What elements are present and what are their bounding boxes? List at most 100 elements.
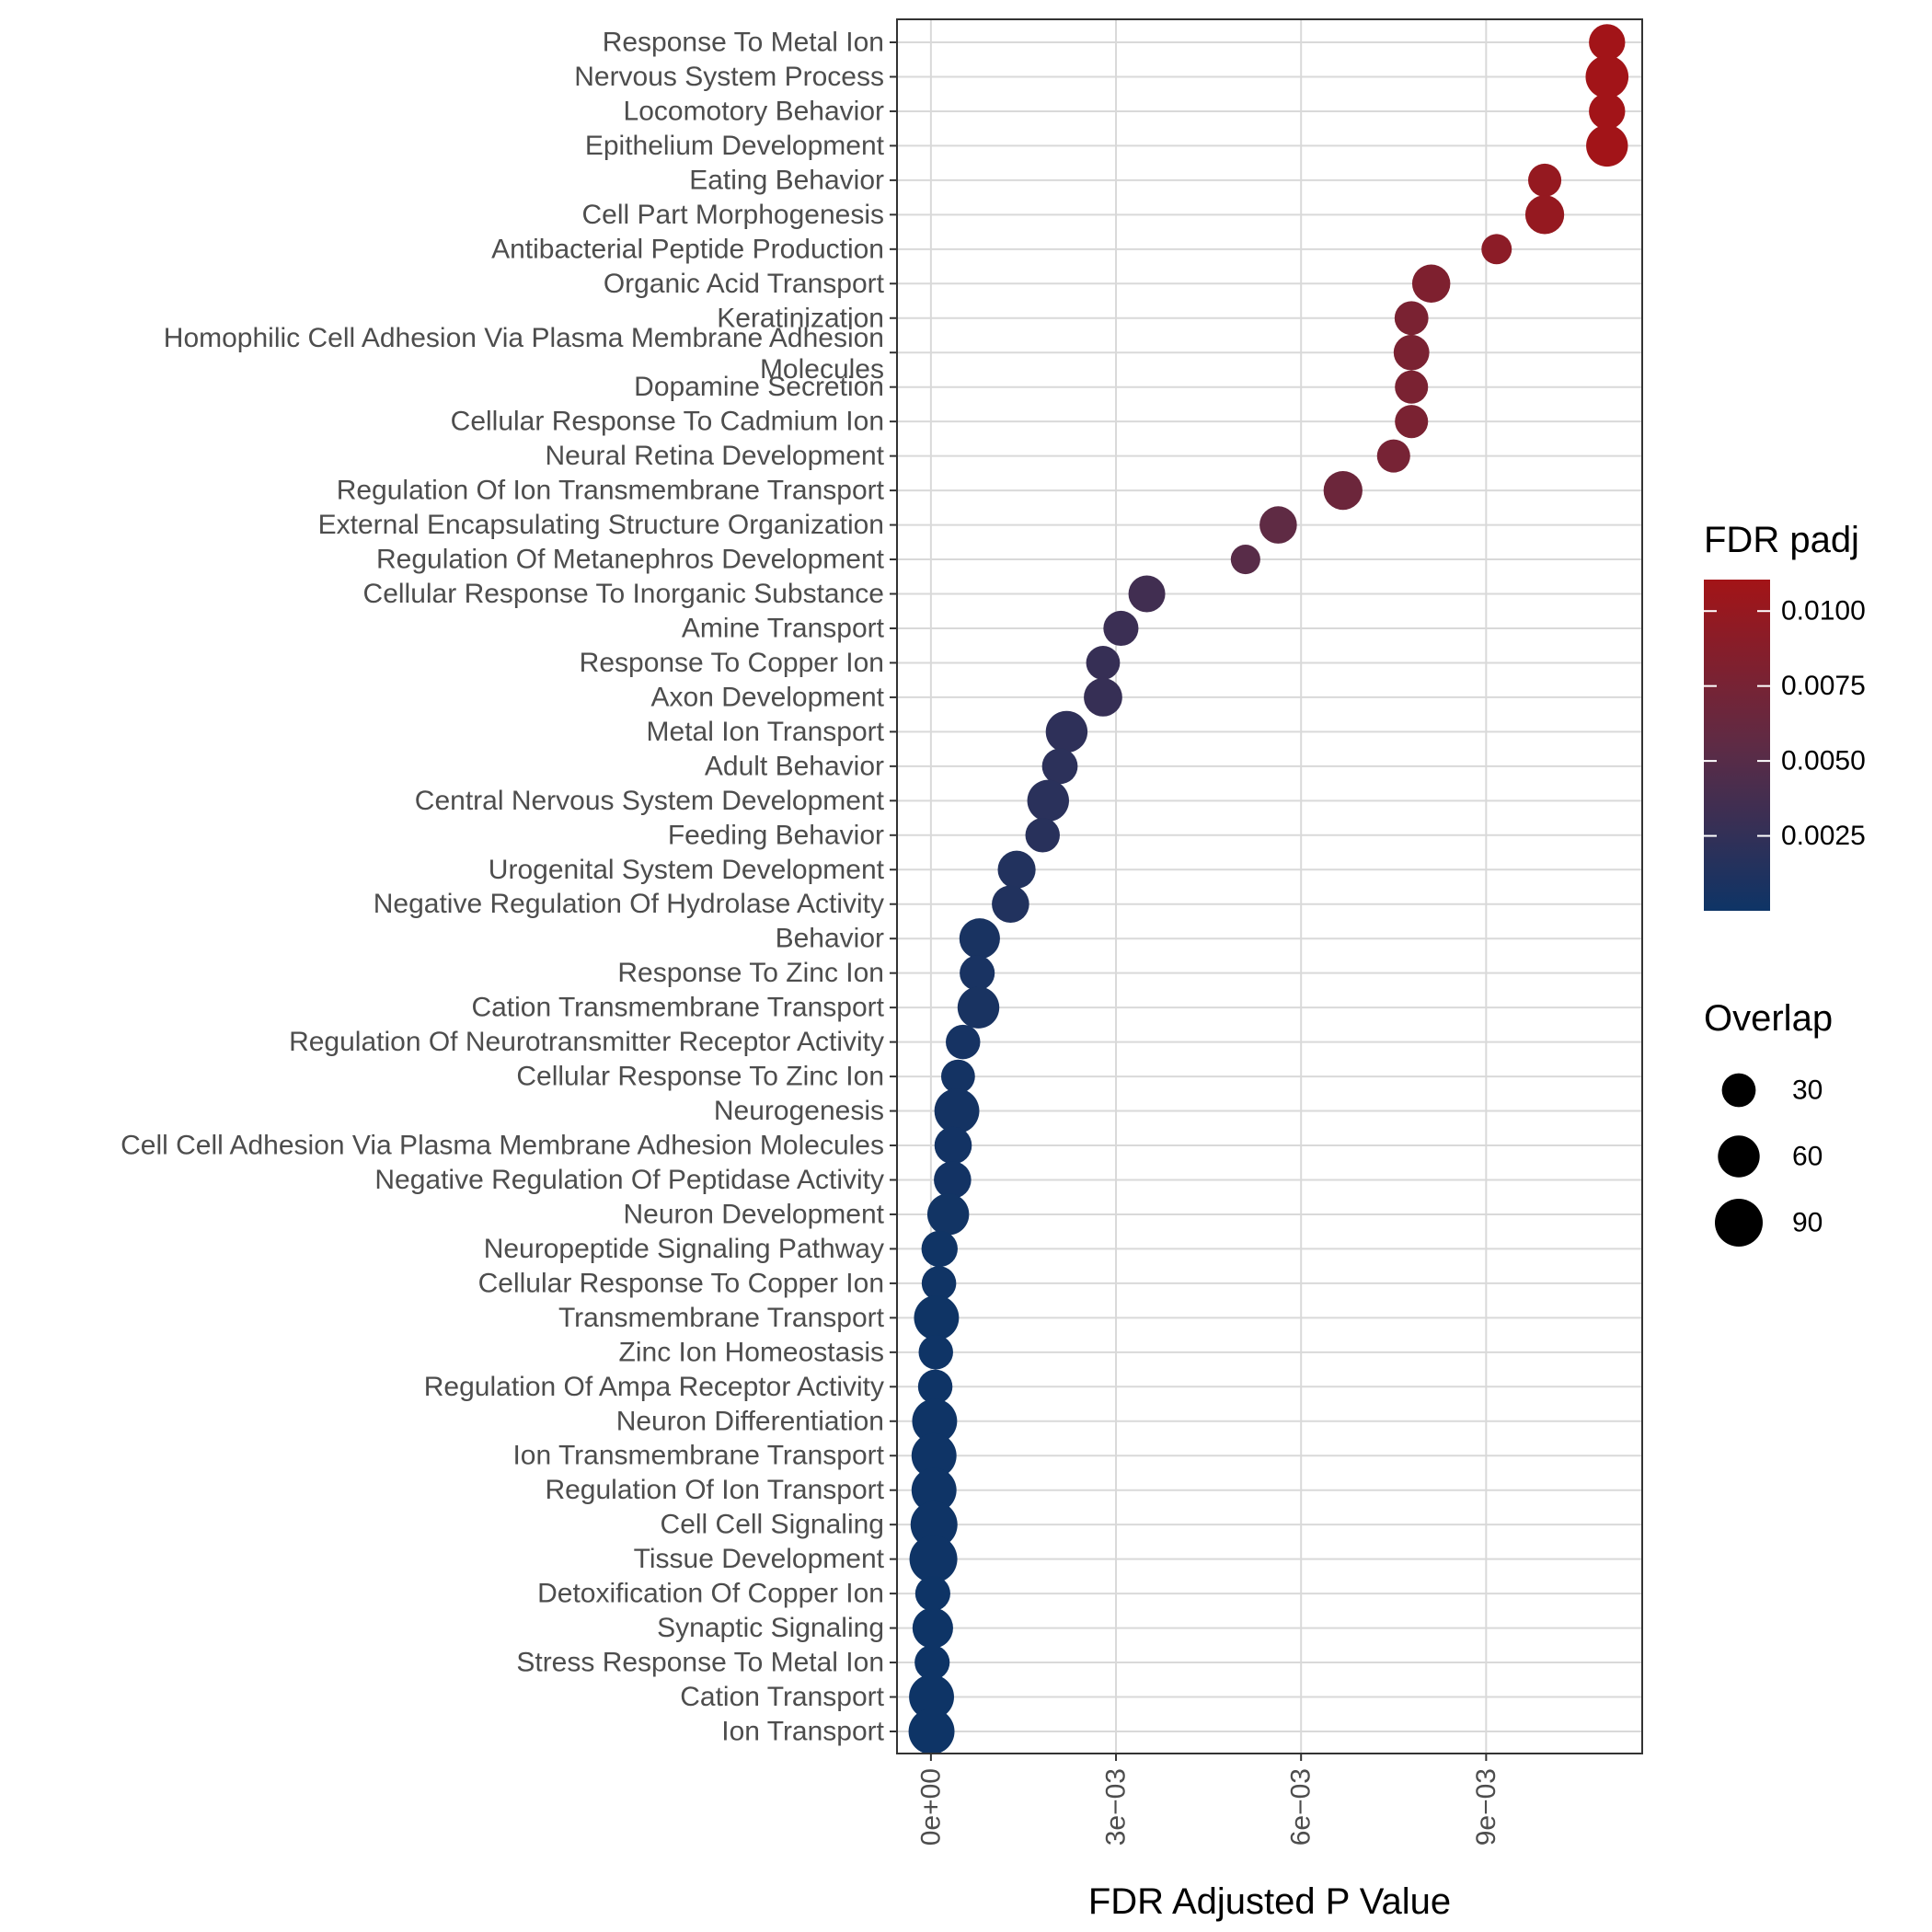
data-point	[908, 1708, 955, 1754]
size-legend-circle	[1718, 1135, 1760, 1178]
y-tick-label: Epithelium Development	[585, 131, 885, 161]
data-point	[909, 1674, 954, 1719]
data-point	[1395, 405, 1429, 439]
data-point	[1586, 124, 1628, 167]
data-point	[992, 885, 1029, 924]
y-tick-label: Nervous System Process	[574, 62, 884, 92]
data-point	[1376, 439, 1410, 473]
y-tick-label: Neuron Development	[624, 1199, 885, 1229]
data-point	[921, 1230, 958, 1268]
data-point	[940, 1059, 975, 1094]
y-tick-label: Urogenital System Development	[489, 855, 885, 885]
data-point	[918, 1335, 953, 1370]
data-point	[934, 1126, 972, 1165]
data-point	[910, 1501, 958, 1548]
y-tick-label: Cation Transmembrane Transport	[471, 993, 884, 1023]
data-point	[934, 1088, 980, 1133]
y-tick-label: Neurogenesis	[714, 1096, 884, 1126]
y-tick-label: Negative Regulation Of Peptidase Activit…	[374, 1165, 884, 1195]
y-tick-label: Feeding Behavior	[668, 820, 884, 850]
y-tick-label: Organic Acid Transport	[604, 269, 885, 299]
data-point	[1395, 370, 1429, 404]
data-point	[911, 1432, 957, 1478]
data-point	[1589, 24, 1626, 61]
y-tick-label: Keratinization	[717, 303, 884, 333]
y-tick-label: Cell Part Morphogenesis	[582, 200, 885, 230]
x-axis: 0e+00 3e−03 6e−03 9e−03	[915, 1754, 1501, 1846]
y-tick-label: Axon Development	[651, 682, 885, 712]
data-point	[1103, 610, 1139, 647]
y-tick-label: Synaptic Signaling	[657, 1613, 884, 1643]
y-tick-label: Amine Transport	[682, 613, 885, 643]
y-tick-label: Eating Behavior	[689, 165, 884, 195]
data-point	[960, 955, 995, 991]
y-tick-label: Regulation Of Neurotransmitter Receptor …	[289, 1027, 884, 1057]
y-tick-label: Cellular Response To Copper Ion	[478, 1268, 884, 1298]
color-legend-label: 0.0025	[1781, 821, 1866, 851]
data-point	[1230, 544, 1260, 575]
grid	[897, 19, 1642, 1754]
y-tick-label: Neuropeptide Signaling Pathway	[484, 1234, 884, 1264]
data-point	[957, 986, 1000, 1029]
data-point	[1585, 55, 1629, 98]
data-point	[1027, 779, 1069, 822]
data-point	[1524, 195, 1565, 235]
y-tick-label: Neuron Differentiation	[616, 1406, 884, 1436]
y-tick-label: Cell Cell Signaling	[661, 1510, 884, 1540]
data-point	[1481, 234, 1512, 265]
y-tick-label: Stress Response To Metal Ion	[516, 1648, 884, 1678]
y-tick-label: Neural Retina Development	[545, 441, 884, 471]
data-point	[1323, 470, 1363, 511]
data-point	[1411, 264, 1451, 304]
data-point	[911, 1467, 957, 1513]
y-tick-label: Behavior	[776, 924, 884, 954]
y-tick-label: Zinc Ion Homeostasis	[619, 1337, 884, 1367]
y-tick-label: Central Nervous System Development	[415, 786, 885, 816]
y-tick-label: External Encapsulating Structure Organiz…	[318, 510, 884, 540]
y-tick-label: Regulation Of Ion Transmembrane Transpor…	[337, 476, 885, 506]
data-point	[946, 1024, 981, 1060]
y-tick-label: Metal Ion Transport	[647, 717, 885, 747]
data-point	[912, 1398, 958, 1444]
y-tick-label: Transmembrane Transport	[558, 1303, 885, 1333]
size-legend-circle	[1721, 1073, 1756, 1108]
size-legend-label: 30	[1792, 1075, 1823, 1106]
x-axis-title: FDR Adjusted P Value	[1088, 1881, 1451, 1922]
y-tick-label: Cellular Response To Inorganic Substance	[363, 579, 884, 609]
data-point	[1086, 646, 1121, 680]
y-tick-label: Dopamine Secretion	[634, 372, 884, 402]
size-legend: Overlap 30 60 90	[1704, 998, 1833, 1247]
data-point	[912, 1607, 953, 1649]
x-tick-label: 3e−03	[1101, 1768, 1132, 1846]
y-tick-label: Tissue Development	[634, 1544, 885, 1574]
y-tick-label: Cation Transport	[680, 1682, 884, 1712]
data-point	[1528, 163, 1562, 197]
color-legend-label: 0.0075	[1781, 671, 1866, 701]
data-point	[1025, 818, 1060, 853]
data-point	[1589, 93, 1626, 130]
y-tick-label: Ion Transport	[721, 1717, 884, 1747]
y-tick-label: Homophilic Cell Adhesion Via Plasma Memb…	[164, 323, 884, 385]
y-axis: Response To Metal Ion Nervous System Proc…	[121, 28, 897, 1747]
y-tick-label: Antibacterial Peptide Production	[491, 234, 884, 264]
y-tick-label: Negative Regulation Of Hydrolase Activit…	[374, 889, 884, 919]
y-tick-label: Regulation Of Ampa Receptor Activity	[424, 1372, 884, 1402]
data-point	[1259, 506, 1297, 544]
x-tick-label: 9e−03	[1471, 1768, 1501, 1846]
size-legend-label: 60	[1792, 1142, 1823, 1172]
y-tick-label: Cellular Response To Zinc Ion	[516, 1062, 884, 1092]
y-tick-label: Cell Cell Adhesion Via Plasma Membrane A…	[121, 1131, 884, 1161]
data-point	[1084, 678, 1122, 717]
size-legend-label: 90	[1792, 1208, 1823, 1238]
y-tick-label: Detoxification Of Copper Ion	[537, 1579, 884, 1609]
data-point	[1041, 748, 1078, 785]
color-legend-label: 0.0100	[1781, 596, 1866, 627]
data-point	[914, 1294, 960, 1340]
data-point	[914, 1576, 950, 1612]
y-tick-label: Ion Transmembrane Transport	[512, 1441, 884, 1471]
y-tick-label: Adult Behavior	[705, 751, 884, 781]
size-legend-circle	[1715, 1199, 1763, 1247]
y-tick-label: Response To Zinc Ion	[617, 958, 884, 988]
x-tick-label: 6e−03	[1286, 1768, 1317, 1846]
